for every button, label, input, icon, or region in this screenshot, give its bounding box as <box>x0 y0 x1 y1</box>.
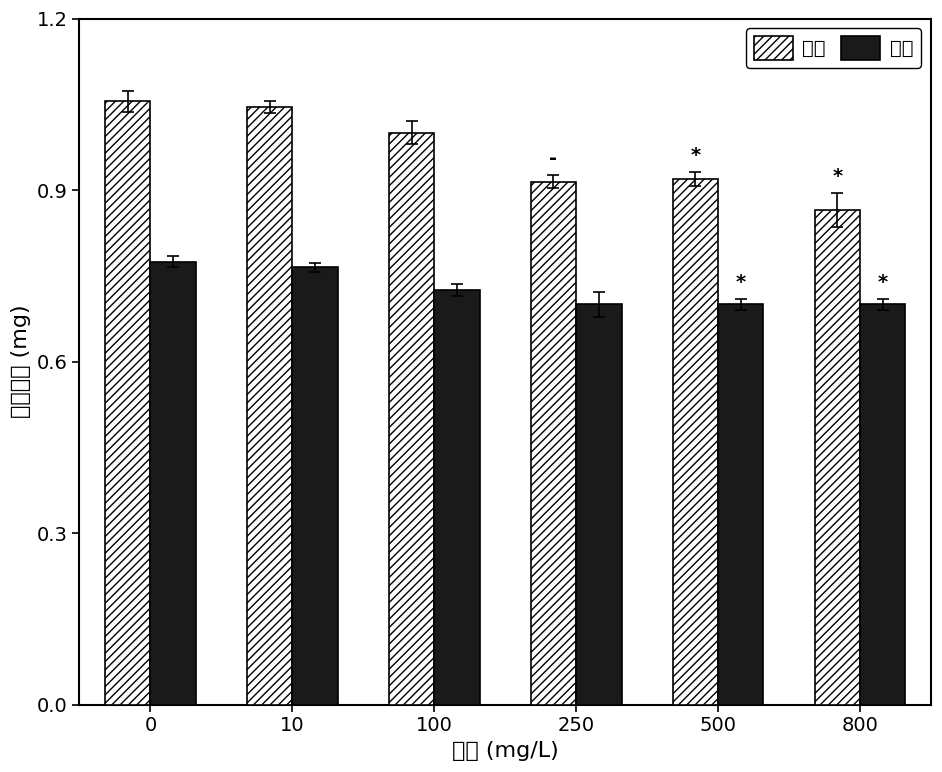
Bar <box>389 133 434 705</box>
Bar <box>247 107 292 705</box>
Text: *: * <box>878 273 887 292</box>
Text: -: - <box>549 149 558 168</box>
Bar <box>577 304 622 705</box>
Bar <box>673 178 718 705</box>
Bar <box>434 290 479 705</box>
Bar <box>292 267 338 705</box>
Y-axis label: 平均体重 (mg): 平均体重 (mg) <box>11 305 31 418</box>
X-axis label: 浓度 (mg/L): 浓度 (mg/L) <box>452 741 559 761</box>
Bar <box>151 262 196 705</box>
Bar <box>815 210 860 705</box>
Text: *: * <box>690 146 701 165</box>
Bar <box>530 181 577 705</box>
Legend: 雄蜕, 雌蜕: 雄蜕, 雌蜕 <box>746 29 921 68</box>
Text: *: * <box>736 273 746 292</box>
Bar <box>860 304 905 705</box>
Bar <box>718 304 763 705</box>
Bar <box>105 101 151 705</box>
Text: *: * <box>832 167 842 186</box>
